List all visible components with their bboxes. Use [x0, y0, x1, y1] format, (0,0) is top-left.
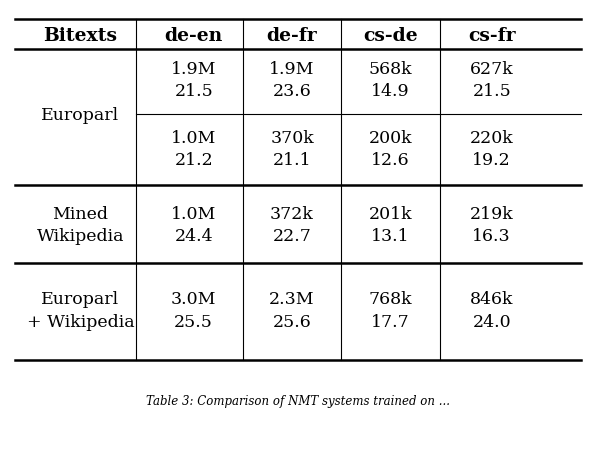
Text: 370k
21.1: 370k 21.1 [270, 130, 314, 169]
Text: 2.3M
25.6: 2.3M 25.6 [269, 291, 315, 331]
Text: 846k
24.0: 846k 24.0 [470, 291, 513, 331]
Text: cs-fr: cs-fr [468, 27, 516, 45]
Text: 1.0M
24.4: 1.0M 24.4 [171, 206, 216, 245]
Text: Europarl
+ Wikipedia: Europarl + Wikipedia [27, 291, 134, 331]
Text: 568k
14.9: 568k 14.9 [368, 61, 412, 100]
Text: Table 3: Comparison of NMT systems trained on ...: Table 3: Comparison of NMT systems train… [146, 395, 450, 408]
Text: Bitexts: Bitexts [44, 27, 117, 45]
Text: de-fr: de-fr [266, 27, 318, 45]
Text: 219k
16.3: 219k 16.3 [470, 206, 514, 245]
Text: 201k
13.1: 201k 13.1 [368, 206, 412, 245]
Text: Mined
Wikipedia: Mined Wikipedia [37, 206, 124, 245]
Text: 200k
12.6: 200k 12.6 [368, 130, 412, 169]
Text: 3.0M
25.5: 3.0M 25.5 [171, 291, 216, 331]
Text: 627k
21.5: 627k 21.5 [470, 61, 514, 100]
Text: 1.9M
23.6: 1.9M 23.6 [269, 61, 315, 100]
Text: de-en: de-en [164, 27, 223, 45]
Text: cs-de: cs-de [363, 27, 418, 45]
Text: 768k
17.7: 768k 17.7 [368, 291, 412, 331]
Text: 372k
22.7: 372k 22.7 [270, 206, 314, 245]
Text: 1.9M
21.5: 1.9M 21.5 [171, 61, 216, 100]
Text: Europarl: Europarl [41, 107, 120, 124]
Text: 1.0M
21.2: 1.0M 21.2 [171, 130, 216, 169]
Text: 220k
19.2: 220k 19.2 [470, 130, 514, 169]
